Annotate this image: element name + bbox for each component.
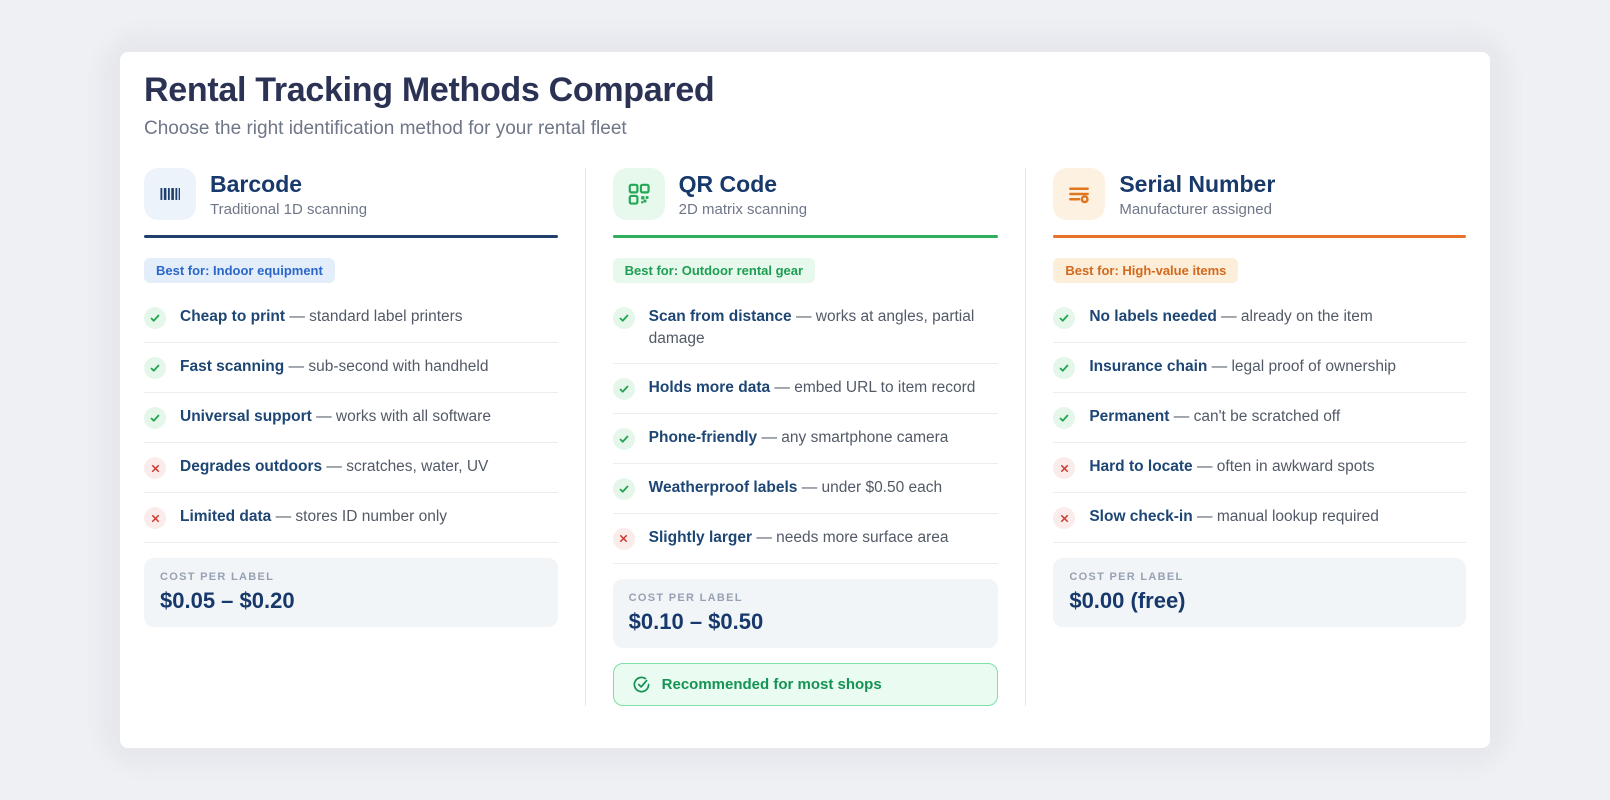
feature-row: Scan from distance — works at angles, pa…: [612, 293, 999, 364]
accent-rule: [612, 235, 999, 239]
column-subtitle: Traditional 1D scanning: [210, 200, 368, 218]
column-title: Barcode: [210, 171, 303, 198]
serial-number-icon: [1053, 168, 1106, 221]
column-qr-code: QR Code 2D matrix scanning Best for: Out…: [584, 168, 1026, 706]
column-barcode: Barcode Traditional 1D scanning Best for…: [144, 168, 585, 705]
feature-row: Universal support — works with all softw…: [144, 393, 558, 444]
feature-list: No labels needed — already on the item I…: [1053, 293, 1466, 544]
cost-box: COST PER LABEL $0.05 – $0.20: [144, 558, 558, 628]
column-subtitle: Manufacturer assigned: [1119, 200, 1272, 218]
page-background: Rental Tracking Methods Compared Choose …: [120, 52, 1490, 748]
accent-rule: [144, 235, 558, 239]
page-title: Rental Tracking Methods Compared: [144, 71, 715, 109]
best-for-badge: Best for: Outdoor rental gear: [612, 258, 816, 284]
feature-text: Phone-friendly — any smartphone camera: [648, 428, 949, 446]
feature-text: Fast scanning — sub-second with handheld: [180, 358, 489, 376]
x-icon: [144, 457, 166, 480]
feature-row: Phone-friendly — any smartphone camera: [612, 414, 999, 464]
feature-row: Cheap to print — standard label printers: [144, 293, 558, 344]
feature-text: Limited data — stores ID number only: [180, 508, 448, 526]
feature-text: Weatherproof labels — under $0.50 each: [648, 478, 943, 496]
cost-label: COST PER LABEL: [628, 591, 743, 604]
cost-label: COST PER LABEL: [160, 571, 275, 584]
feature-row: Fast scanning — sub-second with handheld: [144, 343, 558, 394]
cost-value: $0.00 (free): [1069, 588, 1186, 614]
check-icon: [612, 307, 635, 330]
best-for-badge: Best for: High-value items: [1053, 258, 1239, 284]
feature-text: Slightly larger — needs more surface are…: [648, 528, 949, 546]
column-header: Serial Number Manufacturer assigned: [1053, 168, 1466, 221]
check-icon: [144, 357, 166, 380]
check-circle-icon: [632, 675, 651, 694]
feature-list: Scan from distance — works at angles, pa…: [612, 293, 999, 564]
feature-text: Cheap to print — standard label printers: [180, 308, 463, 326]
x-icon: [1053, 507, 1076, 530]
feature-row: Holds more data — embed URL to item reco…: [612, 364, 999, 414]
column-subtitle: 2D matrix scanning: [678, 200, 808, 218]
best-for-badge: Best for: Indoor equipment: [144, 258, 335, 284]
feature-row: Slightly larger — needs more surface are…: [612, 514, 999, 564]
feature-text: No labels needed — already on the item: [1089, 308, 1373, 326]
comparison-card: Rental Tracking Methods Compared Choose …: [120, 52, 1490, 748]
column-title: Serial Number: [1119, 171, 1276, 198]
column-header: QR Code 2D matrix scanning: [612, 168, 999, 221]
recommended-banner: Recommended for most shops: [612, 662, 999, 706]
x-icon: [612, 527, 635, 550]
feature-row: Permanent — can't be scratched off: [1053, 393, 1466, 444]
feature-row: Weatherproof labels — under $0.50 each: [612, 464, 999, 514]
check-icon: [1053, 357, 1076, 380]
column-titles: Serial Number Manufacturer assigned: [1119, 171, 1275, 217]
cost-box: COST PER LABEL $0.10 – $0.50: [612, 578, 999, 648]
feature-row: Slow check-in — manual lookup required: [1053, 493, 1466, 544]
feature-text: Insurance chain — legal proof of ownersh…: [1089, 358, 1397, 376]
qr-code-icon: [612, 168, 665, 221]
column-serial-number: Serial Number Manufacturer assigned Best…: [1025, 168, 1466, 706]
feature-text: Slow check-in — manual lookup required: [1089, 508, 1379, 526]
feature-row: Degrades outdoors — scratches, water, UV: [144, 443, 558, 494]
cost-value: $0.10 – $0.50: [628, 608, 764, 634]
page-subtitle: Choose the right identification method f…: [144, 117, 627, 139]
cost-value: $0.05 – $0.20: [160, 588, 295, 614]
feature-text: Degrades outdoors — scratches, water, UV: [180, 458, 489, 476]
feature-text: Scan from distance — works at angles, pa…: [648, 308, 975, 348]
check-icon: [612, 377, 635, 400]
feature-row: No labels needed — already on the item: [1053, 293, 1466, 344]
column-title: QR Code: [678, 171, 778, 198]
column-header: Barcode Traditional 1D scanning: [144, 168, 558, 221]
x-icon: [1053, 457, 1076, 480]
check-icon: [144, 407, 166, 430]
x-icon: [144, 507, 166, 530]
feature-text: Holds more data — embed URL to item reco…: [648, 378, 976, 396]
feature-text: Permanent — can't be scratched off: [1089, 408, 1341, 426]
accent-rule: [1053, 235, 1466, 239]
columns-grid: Barcode Traditional 1D scanning Best for…: [144, 168, 1466, 706]
feature-list: Cheap to print — standard label printers…: [144, 293, 558, 544]
check-icon: [1053, 307, 1076, 330]
check-icon: [144, 307, 166, 330]
column-titles: QR Code 2D matrix scanning: [679, 171, 807, 217]
cost-box: COST PER LABEL $0.00 (free): [1053, 558, 1466, 628]
check-icon: [612, 427, 635, 450]
feature-row: Insurance chain — legal proof of ownersh…: [1053, 343, 1466, 394]
barcode-icon: [144, 168, 196, 221]
check-icon: [1053, 407, 1076, 430]
feature-text: Hard to locate — often in awkward spots: [1089, 458, 1375, 476]
recommended-label: Recommended for most shops: [661, 675, 882, 693]
check-icon: [612, 477, 635, 500]
feature-row: Hard to locate — often in awkward spots: [1053, 443, 1466, 494]
feature-text: Universal support — works with all softw…: [180, 408, 491, 426]
cost-label: COST PER LABEL: [1069, 571, 1184, 584]
column-titles: Barcode Traditional 1D scanning: [210, 171, 367, 217]
feature-row: Limited data — stores ID number only: [144, 493, 558, 544]
